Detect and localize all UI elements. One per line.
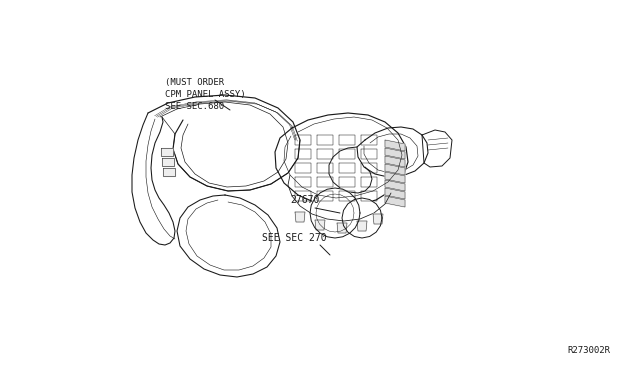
Polygon shape bbox=[342, 198, 382, 238]
Polygon shape bbox=[385, 196, 405, 207]
Polygon shape bbox=[385, 156, 405, 167]
Polygon shape bbox=[161, 148, 173, 156]
Polygon shape bbox=[385, 148, 405, 159]
Polygon shape bbox=[385, 188, 405, 199]
Polygon shape bbox=[357, 127, 428, 177]
Polygon shape bbox=[162, 158, 174, 166]
Text: (MUST ORDER
CPM PANEL ASSY)
SEE SEC.680: (MUST ORDER CPM PANEL ASSY) SEE SEC.680 bbox=[165, 78, 246, 110]
Polygon shape bbox=[177, 195, 280, 277]
Polygon shape bbox=[385, 164, 405, 175]
Polygon shape bbox=[385, 140, 405, 151]
Polygon shape bbox=[310, 188, 360, 238]
Text: 27670: 27670 bbox=[290, 195, 319, 205]
Polygon shape bbox=[295, 212, 305, 222]
Text: R273002R: R273002R bbox=[567, 346, 610, 355]
Polygon shape bbox=[337, 223, 347, 233]
Polygon shape bbox=[329, 147, 372, 193]
Polygon shape bbox=[422, 130, 452, 167]
Polygon shape bbox=[275, 113, 408, 207]
Polygon shape bbox=[163, 168, 175, 176]
Polygon shape bbox=[315, 220, 325, 230]
Polygon shape bbox=[148, 95, 300, 191]
Polygon shape bbox=[357, 221, 367, 231]
Polygon shape bbox=[373, 214, 383, 224]
Polygon shape bbox=[385, 180, 405, 191]
Text: SEE SEC 270: SEE SEC 270 bbox=[262, 233, 326, 243]
Polygon shape bbox=[132, 113, 175, 245]
Polygon shape bbox=[385, 172, 405, 183]
